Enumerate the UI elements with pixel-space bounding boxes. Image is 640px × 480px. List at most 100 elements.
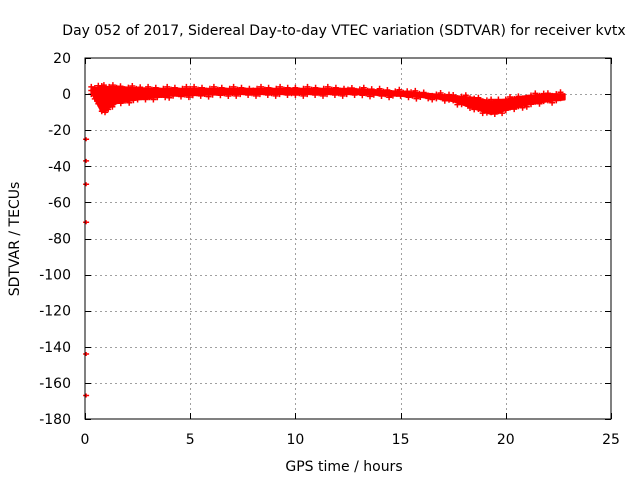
sdtvar-point (233, 92, 240, 99)
sdtvar-point (183, 83, 190, 90)
sdtvar-point (433, 95, 440, 102)
sdtvar-point (249, 90, 255, 97)
sdtvar-point (150, 96, 157, 103)
sdtvar-point (339, 92, 346, 99)
sdtvar-point (277, 83, 284, 90)
data-series (83, 82, 566, 398)
sdtvar-point (280, 89, 287, 96)
sdtvar-point (511, 96, 518, 102)
sdtvar-point (523, 103, 530, 110)
sdtvar-point (201, 91, 208, 97)
sdtvar-point (292, 84, 299, 91)
sdtvar-point (495, 108, 502, 115)
sdtvar-point (181, 91, 188, 98)
sdtvar-point (164, 83, 171, 90)
sdtvar-point (363, 90, 370, 97)
sdtvar-point (284, 84, 291, 91)
sdtvar-point (425, 95, 432, 102)
sdtvar-point (133, 85, 140, 92)
sdtvar-point (413, 95, 420, 102)
sdtvar-point (343, 91, 350, 98)
sdtvar-point (488, 109, 495, 116)
outlier-point (83, 352, 90, 356)
chart-title: Day 052 of 2017, Sidereal Day-to-day VTE… (62, 23, 625, 39)
sdtvar-point (553, 91, 560, 98)
sdtvar-point (491, 111, 498, 117)
sdtvar-point (331, 92, 338, 98)
sdtvar-point (117, 100, 124, 107)
sdtvar-point (258, 83, 264, 90)
sdtvar-point (316, 90, 323, 97)
sdtvar-point (393, 90, 400, 97)
sdtvar-point (113, 84, 120, 91)
sdtvar-point (499, 110, 506, 117)
sdtvar-point (189, 92, 196, 99)
sdtvar-point (273, 85, 280, 92)
sdtvar-point (284, 92, 291, 98)
x-tick-label: 25 (602, 432, 620, 448)
sdtvar-point (241, 89, 248, 96)
sdtvar-point (193, 90, 200, 97)
outlier-point (83, 158, 90, 163)
sdtvar-point (549, 99, 556, 106)
sdtvar-point (536, 92, 543, 99)
sdtvar-point (138, 94, 145, 101)
x-tick-label: 5 (186, 432, 195, 448)
sdtvar-point (117, 83, 124, 90)
sdtvar-point (209, 91, 216, 98)
sdtvar-point (347, 89, 354, 96)
sdtvar-point (368, 86, 375, 93)
sdtvar-point (178, 93, 184, 100)
x-tick-label: 10 (286, 432, 304, 448)
sdtvar-point (129, 83, 136, 89)
sdtvar-point (146, 94, 153, 101)
y-tick-label: 0 (62, 87, 71, 103)
sdtvar-point (409, 92, 416, 99)
sdtvar-point (121, 86, 128, 93)
sdtvar-point (528, 101, 534, 108)
sdtvar-point (137, 84, 144, 91)
sdtvar-point (312, 84, 319, 91)
sdtvar-point (495, 96, 502, 103)
sdtvar-point (458, 93, 465, 100)
sdtvar-point (351, 92, 358, 98)
sdtvar-point (396, 86, 403, 93)
sdtvar-point (532, 98, 539, 105)
sdtvar-point (268, 90, 275, 97)
sdtvar-point (95, 100, 102, 107)
sdtvar-point (109, 82, 116, 89)
sdtvar-point (523, 94, 530, 101)
sdtvar-point (553, 97, 560, 104)
sdtvar-point (185, 94, 192, 101)
sdtvar-point (98, 108, 105, 115)
sdtvar-point (557, 95, 564, 102)
sdtvar-point (145, 83, 152, 90)
sdtvar-point (360, 84, 367, 91)
sdtvar-point (479, 98, 486, 105)
sdtvar-point (91, 85, 98, 92)
sdtvar-point (549, 92, 556, 99)
sdtvar-point (408, 89, 415, 96)
sdtvar-point (528, 92, 534, 99)
sdtvar-point (308, 89, 315, 96)
sdtvar-point (272, 92, 279, 99)
sdtvar-point (221, 90, 228, 97)
x-axis-label: GPS time / hours (285, 459, 402, 475)
sdtvar-point (197, 92, 204, 99)
sdtvar-point (122, 97, 128, 104)
sdtvar-point (335, 90, 342, 97)
sdtvar-point (382, 91, 389, 98)
x-tick-label: 0 (81, 432, 90, 448)
sdtvar-point (557, 89, 564, 96)
sdtvar-point (355, 89, 362, 96)
sdtvar-point (378, 93, 385, 99)
sdtvar-point (213, 89, 220, 96)
sdtvar-point (214, 86, 221, 93)
sdtvar-point (91, 95, 98, 102)
sdtvar-point (292, 92, 299, 98)
sdtvar-point (324, 83, 331, 90)
outlier-point (83, 220, 90, 225)
sdtvar-point (102, 85, 109, 92)
sdtvar-point (113, 98, 120, 105)
